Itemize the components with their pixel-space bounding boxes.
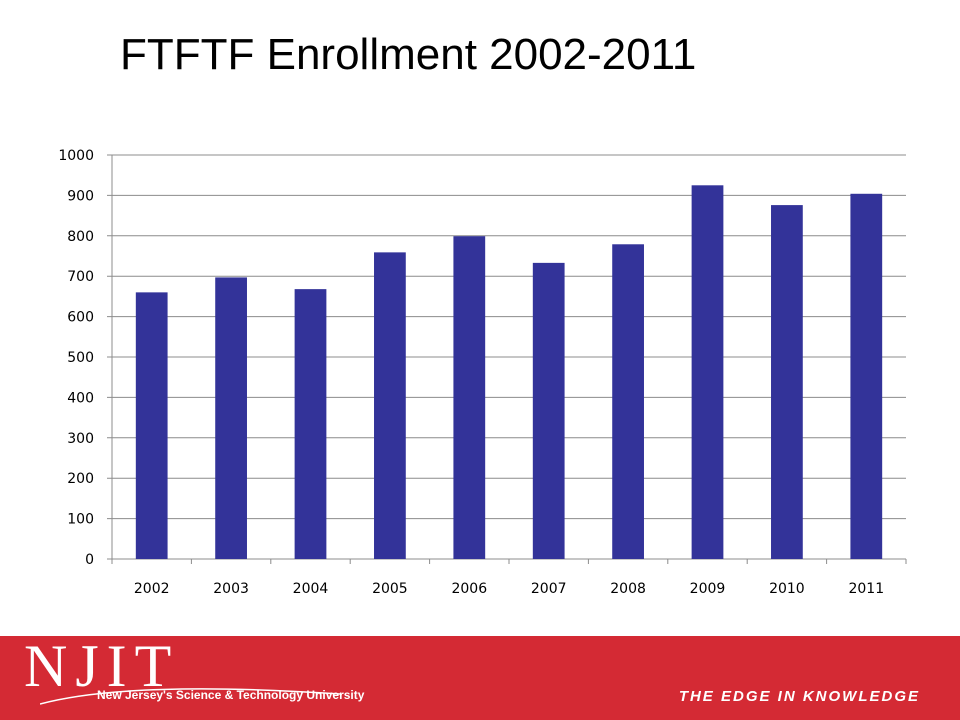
bar-2007	[532, 262, 565, 559]
bar-2008	[612, 244, 644, 559]
x-tick-label: 2011	[848, 581, 884, 597]
bar-2002	[135, 292, 168, 559]
slide-title: FTFTF Enrollment 2002-2011	[120, 30, 697, 79]
footer-tagline: New Jersey's Science & Technology Univer…	[97, 688, 365, 702]
bar-chart: 0 100 200 300 400 500 600 700 800 900 1000 2002 2003…	[58, 148, 907, 597]
x-tick-label: 2007	[531, 581, 567, 597]
y-tick-label: 800	[67, 229, 94, 245]
bar-2009	[691, 185, 724, 560]
logo-swoosh-icon	[40, 688, 340, 705]
njit-logo: NJIT	[24, 633, 180, 699]
y-tick-label: 600	[67, 310, 94, 326]
bar-2011	[850, 193, 883, 559]
footer-motto: THE EDGE IN KNOWLEDGE	[678, 688, 920, 705]
bar-2010	[771, 205, 803, 559]
x-tick-label: 2002	[134, 581, 170, 597]
x-tick-label: 2010	[769, 581, 805, 597]
y-tick-label: 500	[67, 350, 94, 366]
bar-2003	[215, 277, 247, 559]
y-tick-label: 400	[67, 390, 94, 406]
x-tick-label: 2005	[372, 581, 408, 597]
bar-2006	[453, 236, 486, 560]
x-tick-label: 2004	[293, 581, 329, 597]
y-tick-label: 0	[85, 552, 94, 568]
x-tick-label: 2008	[610, 581, 646, 597]
y-tick-label: 900	[67, 188, 94, 204]
y-tick-label: 100	[67, 512, 94, 528]
x-tick-label: 2009	[690, 581, 726, 597]
y-tick-label: 700	[67, 269, 94, 285]
bar-2005	[374, 252, 406, 559]
footer-banner: NJIT New Jersey's Science & Technology U…	[0, 636, 960, 720]
x-tick-label: 2003	[213, 581, 249, 597]
y-tick-label: 1000	[58, 148, 94, 164]
y-tick-label: 300	[67, 431, 94, 447]
bar-2004	[294, 289, 327, 559]
x-tick-label: 2006	[451, 581, 487, 597]
y-tick-label: 200	[67, 471, 94, 487]
